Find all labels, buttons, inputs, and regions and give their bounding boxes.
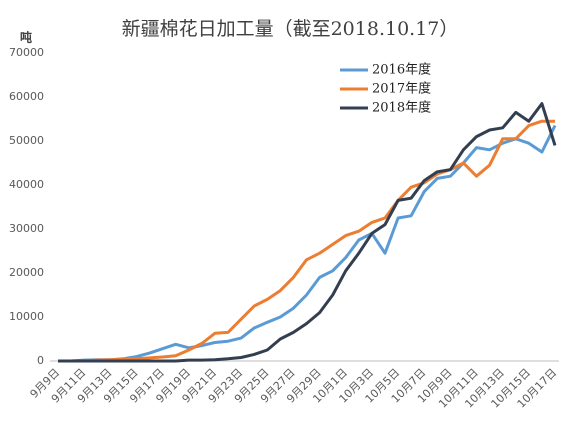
y-axis-label: 吨	[20, 30, 32, 45]
series-line	[58, 102, 557, 363]
y-tick-label: 30000	[9, 222, 44, 235]
y-tick-label: 70000	[9, 46, 44, 59]
y-tick-label: 10000	[9, 310, 44, 323]
chart-title: 新疆棉花日加工量（截至2018.10.17）	[122, 18, 459, 40]
legend-label: 2016年度	[372, 62, 431, 78]
legend-label: 2018年度	[372, 100, 431, 116]
legend-label: 2017年度	[372, 81, 431, 97]
y-tick-label: 0	[37, 354, 44, 367]
y-tick-label: 40000	[9, 178, 44, 191]
y-tick-label: 50000	[9, 134, 44, 147]
y-tick-label: 60000	[9, 90, 44, 103]
y-tick-label: 20000	[9, 266, 44, 279]
series-line	[58, 119, 555, 363]
series-line	[58, 124, 557, 363]
